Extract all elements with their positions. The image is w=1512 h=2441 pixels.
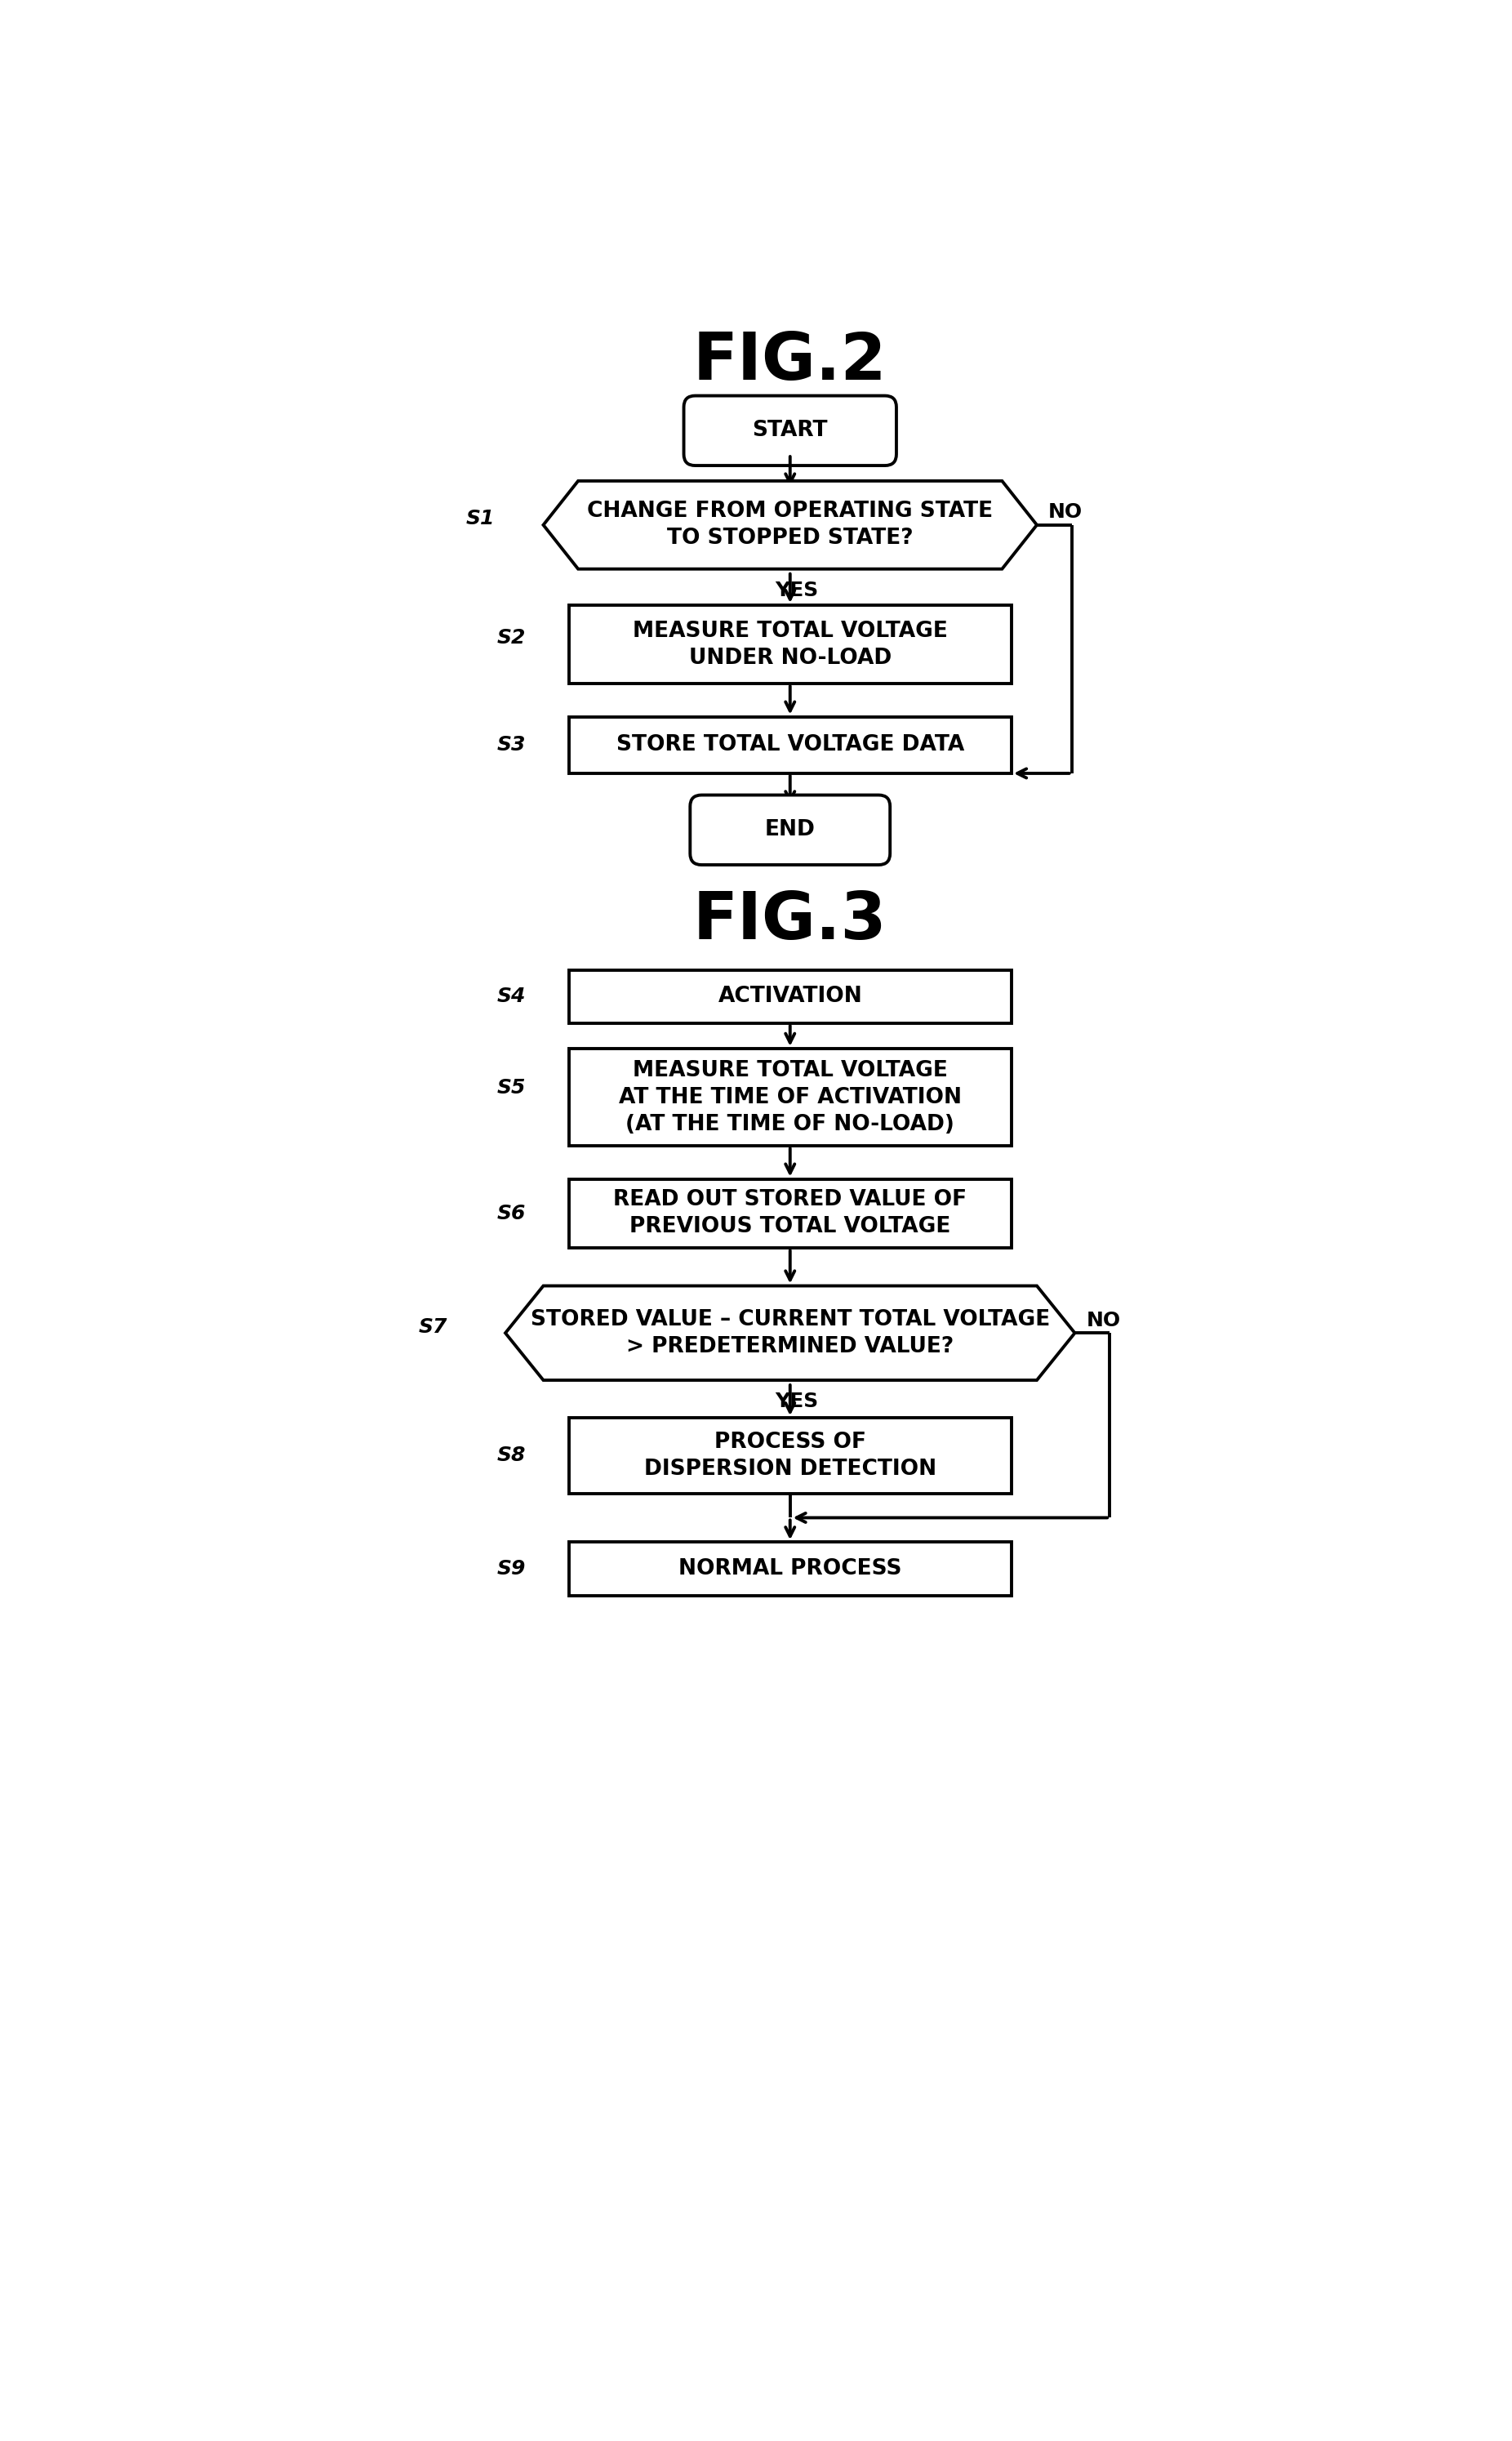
Text: S5: S5: [497, 1079, 526, 1098]
Text: STORED VALUE – CURRENT TOTAL VOLTAGE
> PREDETERMINED VALUE?: STORED VALUE – CURRENT TOTAL VOLTAGE > P…: [531, 1308, 1049, 1357]
Text: FIG.3: FIG.3: [692, 889, 888, 952]
Text: YES: YES: [774, 1391, 818, 1411]
Text: CHANGE FROM OPERATING STATE
TO STOPPED STATE?: CHANGE FROM OPERATING STATE TO STOPPED S…: [587, 500, 993, 549]
Text: YES: YES: [774, 581, 818, 600]
Text: S2: S2: [497, 627, 526, 647]
Polygon shape: [543, 481, 1037, 569]
Text: MEASURE TOTAL VOLTAGE
UNDER NO-LOAD: MEASURE TOTAL VOLTAGE UNDER NO-LOAD: [632, 620, 948, 669]
Text: PROCESS OF
DISPERSION DETECTION: PROCESS OF DISPERSION DETECTION: [644, 1430, 936, 1479]
Text: NO: NO: [1086, 1311, 1120, 1330]
Text: STORE TOTAL VOLTAGE DATA: STORE TOTAL VOLTAGE DATA: [615, 735, 965, 757]
Bar: [569, 1543, 1012, 1596]
Text: S7: S7: [419, 1316, 448, 1338]
Text: NORMAL PROCESS: NORMAL PROCESS: [679, 1557, 901, 1579]
Bar: [569, 1050, 1012, 1145]
Text: S8: S8: [497, 1445, 526, 1465]
Text: MEASURE TOTAL VOLTAGE
AT THE TIME OF ACTIVATION
(AT THE TIME OF NO-LOAD): MEASURE TOTAL VOLTAGE AT THE TIME OF ACT…: [618, 1059, 962, 1135]
Text: START: START: [753, 420, 829, 442]
Text: S3: S3: [497, 735, 526, 754]
FancyBboxPatch shape: [689, 796, 891, 864]
Text: END: END: [765, 820, 815, 840]
Bar: [569, 1179, 1012, 1247]
Text: READ OUT STORED VALUE OF
PREVIOUS TOTAL VOLTAGE: READ OUT STORED VALUE OF PREVIOUS TOTAL …: [614, 1189, 966, 1238]
Bar: [569, 605, 1012, 683]
Polygon shape: [505, 1286, 1075, 1379]
Text: S1: S1: [466, 508, 494, 527]
Bar: [569, 718, 1012, 774]
Text: ACTIVATION: ACTIVATION: [718, 986, 862, 1008]
Bar: [569, 969, 1012, 1023]
Text: S9: S9: [497, 1560, 526, 1579]
Text: NO: NO: [1048, 503, 1083, 522]
Bar: [569, 1418, 1012, 1494]
FancyBboxPatch shape: [683, 395, 897, 466]
Text: S6: S6: [497, 1203, 526, 1223]
Text: S4: S4: [497, 986, 526, 1006]
Text: FIG.2: FIG.2: [692, 330, 888, 393]
